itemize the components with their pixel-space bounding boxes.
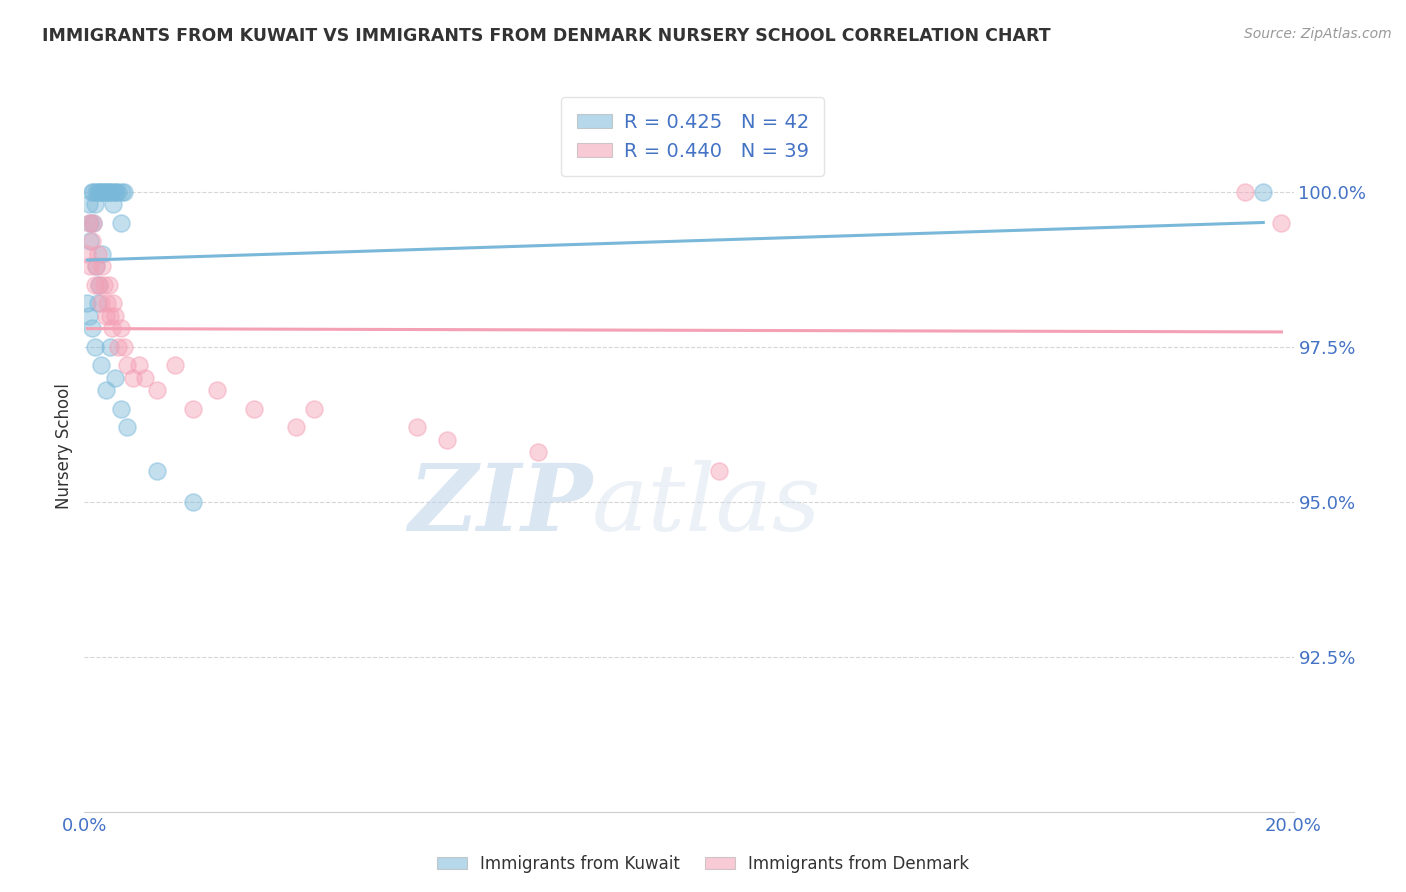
Point bbox=[82, 216, 104, 230]
Point bbox=[104, 309, 127, 323]
Point bbox=[115, 420, 138, 434]
Point bbox=[86, 185, 108, 199]
Point bbox=[86, 247, 108, 261]
Point bbox=[91, 247, 114, 261]
Point bbox=[79, 259, 101, 273]
Point bbox=[104, 185, 127, 199]
Point bbox=[82, 216, 104, 230]
Point bbox=[94, 309, 117, 323]
Point bbox=[104, 185, 127, 199]
Point bbox=[436, 433, 458, 447]
Point bbox=[242, 401, 264, 416]
Point bbox=[91, 259, 114, 273]
Point bbox=[146, 383, 169, 397]
Point bbox=[134, 371, 156, 385]
Point bbox=[112, 340, 135, 354]
Point bbox=[302, 401, 325, 416]
Point bbox=[77, 216, 100, 230]
Point bbox=[94, 185, 117, 199]
Point bbox=[1253, 185, 1275, 199]
Point bbox=[76, 296, 98, 310]
Point bbox=[90, 359, 112, 373]
Point bbox=[89, 277, 111, 292]
Point bbox=[104, 371, 127, 385]
Point bbox=[97, 185, 120, 199]
Point bbox=[86, 185, 108, 199]
Point bbox=[98, 309, 121, 323]
Point bbox=[77, 309, 100, 323]
Point bbox=[84, 277, 107, 292]
Point bbox=[146, 464, 169, 478]
Text: atlas: atlas bbox=[592, 459, 821, 549]
Point bbox=[80, 321, 103, 335]
Point bbox=[90, 296, 112, 310]
Point bbox=[77, 197, 100, 211]
Y-axis label: Nursery School: Nursery School bbox=[55, 383, 73, 509]
Point bbox=[110, 401, 132, 416]
Point bbox=[406, 420, 429, 434]
Point bbox=[207, 383, 229, 397]
Point bbox=[93, 277, 115, 292]
Point bbox=[100, 185, 122, 199]
Point bbox=[128, 359, 150, 373]
Point bbox=[91, 185, 114, 199]
Point bbox=[111, 185, 134, 199]
Point bbox=[103, 296, 125, 310]
Point bbox=[709, 464, 731, 478]
Point bbox=[121, 371, 143, 385]
Point bbox=[165, 359, 187, 373]
Point bbox=[96, 296, 118, 310]
Point bbox=[90, 185, 112, 199]
Point bbox=[86, 296, 108, 310]
Point bbox=[1270, 216, 1292, 230]
Point bbox=[107, 340, 129, 354]
Point bbox=[86, 259, 108, 273]
Point bbox=[89, 185, 111, 199]
Point bbox=[97, 277, 120, 292]
Point bbox=[84, 197, 107, 211]
Point bbox=[86, 259, 108, 273]
Point bbox=[181, 495, 204, 509]
Point bbox=[76, 247, 98, 261]
Point bbox=[107, 185, 129, 199]
Point bbox=[89, 277, 111, 292]
Point bbox=[79, 235, 101, 249]
Point bbox=[103, 197, 125, 211]
Legend: Immigrants from Kuwait, Immigrants from Denmark: Immigrants from Kuwait, Immigrants from … bbox=[430, 848, 976, 880]
Point bbox=[110, 216, 132, 230]
Point bbox=[94, 383, 117, 397]
Point bbox=[110, 321, 132, 335]
Text: ZIP: ZIP bbox=[408, 459, 592, 549]
Point bbox=[285, 420, 308, 434]
Point bbox=[80, 235, 103, 249]
Text: Source: ZipAtlas.com: Source: ZipAtlas.com bbox=[1244, 27, 1392, 41]
Point bbox=[80, 185, 103, 199]
Point bbox=[527, 445, 550, 459]
Point bbox=[98, 340, 121, 354]
Text: IMMIGRANTS FROM KUWAIT VS IMMIGRANTS FROM DENMARK NURSERY SCHOOL CORRELATION CHA: IMMIGRANTS FROM KUWAIT VS IMMIGRANTS FRO… bbox=[42, 27, 1050, 45]
Point bbox=[82, 185, 104, 199]
Point bbox=[79, 216, 101, 230]
Point bbox=[98, 185, 121, 199]
Legend: R = 0.425   N = 42, R = 0.440   N = 39: R = 0.425 N = 42, R = 0.440 N = 39 bbox=[561, 97, 824, 176]
Point bbox=[93, 185, 115, 199]
Point bbox=[115, 359, 138, 373]
Point bbox=[100, 321, 122, 335]
Point bbox=[112, 185, 135, 199]
Point bbox=[181, 401, 204, 416]
Point bbox=[84, 340, 107, 354]
Point bbox=[96, 185, 118, 199]
Point bbox=[1234, 185, 1257, 199]
